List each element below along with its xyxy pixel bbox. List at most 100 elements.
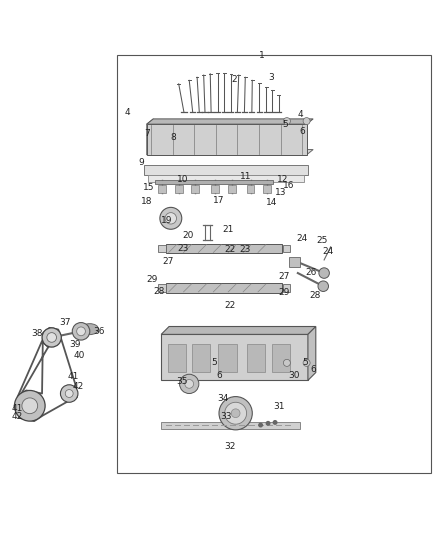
Bar — [158, 284, 166, 292]
Text: 5: 5 — [282, 119, 288, 128]
Text: 3: 3 — [268, 73, 275, 82]
Text: 36: 36 — [93, 327, 104, 336]
Text: 5: 5 — [212, 358, 218, 367]
Bar — [148, 174, 304, 182]
Text: 38: 38 — [32, 328, 43, 337]
Bar — [166, 283, 282, 293]
Text: 26: 26 — [305, 268, 317, 277]
Text: 34: 34 — [218, 394, 229, 403]
Text: 12: 12 — [277, 175, 288, 184]
Circle shape — [319, 268, 329, 278]
Text: 15: 15 — [143, 183, 155, 192]
Text: 25: 25 — [316, 236, 328, 245]
Text: 4: 4 — [297, 110, 303, 119]
Ellipse shape — [81, 324, 99, 335]
Circle shape — [266, 422, 270, 425]
Text: 37: 37 — [59, 318, 71, 327]
Bar — [272, 344, 290, 373]
Bar — [117, 54, 431, 473]
Text: 6: 6 — [299, 127, 305, 136]
Circle shape — [231, 409, 240, 418]
Circle shape — [185, 379, 194, 388]
Text: 21: 21 — [222, 225, 233, 234]
Text: 29: 29 — [147, 275, 158, 284]
Bar — [175, 185, 183, 193]
Text: 17: 17 — [213, 196, 225, 205]
Text: 28: 28 — [153, 287, 164, 296]
Text: 10: 10 — [177, 175, 189, 184]
Text: 41: 41 — [12, 404, 23, 413]
Text: 19: 19 — [161, 216, 172, 225]
Bar — [191, 185, 199, 193]
Text: 30: 30 — [289, 370, 300, 379]
Text: 4: 4 — [124, 108, 130, 117]
Text: 14: 14 — [266, 198, 277, 207]
Text: 24: 24 — [297, 233, 308, 243]
Circle shape — [283, 118, 290, 125]
Polygon shape — [147, 119, 313, 124]
Circle shape — [318, 281, 328, 292]
Bar — [161, 422, 300, 429]
Text: 31: 31 — [273, 402, 284, 411]
Circle shape — [22, 398, 38, 414]
Bar — [263, 185, 271, 193]
Circle shape — [219, 397, 252, 430]
Circle shape — [303, 118, 310, 125]
Circle shape — [180, 374, 199, 393]
Text: 20: 20 — [183, 231, 194, 240]
Bar — [161, 334, 308, 381]
Bar — [283, 245, 290, 253]
Text: 7: 7 — [144, 129, 150, 138]
Polygon shape — [308, 327, 316, 381]
Bar — [155, 180, 273, 184]
Text: 42: 42 — [72, 382, 84, 391]
Circle shape — [165, 213, 177, 224]
Bar — [289, 257, 300, 266]
Bar — [247, 185, 254, 193]
Circle shape — [47, 333, 57, 342]
Text: 23: 23 — [240, 245, 251, 254]
Polygon shape — [147, 150, 313, 155]
Text: 22: 22 — [225, 245, 236, 254]
Circle shape — [259, 423, 262, 427]
Text: 41: 41 — [68, 373, 79, 382]
Text: 23: 23 — [177, 245, 189, 254]
Text: 9: 9 — [138, 158, 144, 167]
Circle shape — [283, 359, 290, 366]
Polygon shape — [147, 124, 307, 155]
Text: 16: 16 — [283, 181, 294, 190]
Bar — [192, 344, 210, 373]
Bar — [228, 185, 236, 193]
Text: 35: 35 — [176, 377, 187, 386]
Text: 6: 6 — [216, 372, 222, 381]
Circle shape — [225, 402, 247, 424]
Circle shape — [77, 327, 85, 336]
Polygon shape — [147, 119, 153, 155]
Text: 18: 18 — [141, 197, 153, 206]
Circle shape — [273, 421, 277, 424]
Text: 6: 6 — [311, 365, 317, 374]
Circle shape — [72, 322, 90, 340]
Text: 40: 40 — [73, 351, 85, 360]
Text: 32: 32 — [224, 441, 236, 450]
Bar — [144, 165, 308, 174]
Text: 13: 13 — [275, 188, 286, 197]
Text: 2: 2 — [232, 75, 237, 84]
Circle shape — [14, 391, 45, 421]
Text: 24: 24 — [322, 247, 333, 256]
Text: 1: 1 — [259, 51, 265, 60]
Bar — [158, 245, 166, 253]
Bar — [218, 344, 237, 373]
Text: 29: 29 — [278, 288, 290, 297]
Text: 22: 22 — [225, 302, 236, 310]
Text: 28: 28 — [310, 292, 321, 301]
Text: 42: 42 — [12, 412, 23, 421]
Circle shape — [60, 385, 78, 402]
Text: 27: 27 — [162, 257, 173, 266]
Circle shape — [160, 207, 182, 229]
Bar — [211, 185, 219, 193]
Text: 33: 33 — [220, 412, 231, 421]
Text: 11: 11 — [240, 172, 251, 181]
Circle shape — [65, 390, 73, 398]
Text: 27: 27 — [278, 272, 290, 281]
